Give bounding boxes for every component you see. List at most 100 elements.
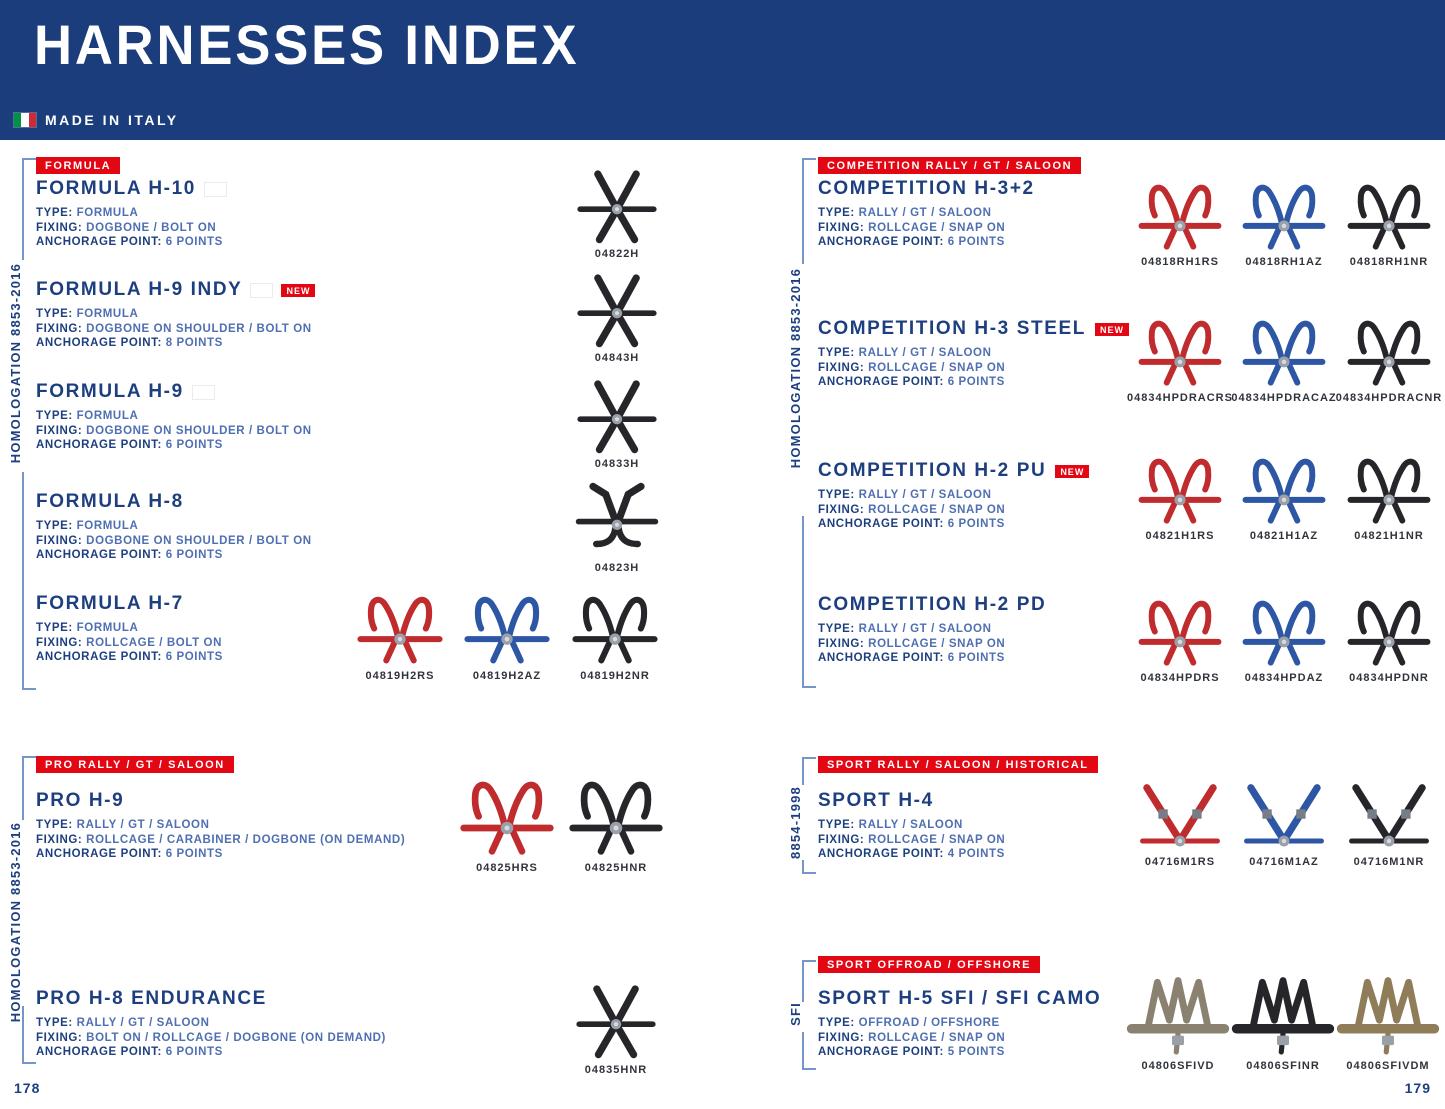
page-number-right: 179 xyxy=(1404,1080,1431,1096)
spec-type-value: FORMULA xyxy=(76,308,139,320)
harness-image xyxy=(1130,180,1230,254)
spec-anchorage-label: ANCHORAGE POINT: xyxy=(36,848,162,860)
spec-type-label: TYPE: xyxy=(818,347,855,359)
harness-image-cell: 04834HPDRS xyxy=(1120,596,1240,684)
harness-image-cell: 04821H1RS xyxy=(1120,454,1240,542)
page-title: HARNESSES INDEX xyxy=(34,13,580,76)
italy-flag-icon xyxy=(193,386,214,399)
harness-image-cell: 04823H xyxy=(562,480,672,574)
product-code: 04833H xyxy=(594,458,640,470)
product-name: PRO H-8 ENDURANCE xyxy=(36,988,267,1009)
bracket-sfi-bottom xyxy=(802,1032,816,1070)
harness-image-cell: 04716M1AZ xyxy=(1224,782,1344,868)
product-sport-h4: SPORT H-4 TYPE: RALLY / SALOON FIXING: R… xyxy=(818,790,1218,862)
spec-anchorage-value: 6 POINTS xyxy=(165,236,223,248)
spec-anchorage-label: ANCHORAGE POINT: xyxy=(36,651,162,663)
product-name: COMPETITION H-3 STEEL xyxy=(818,318,1086,339)
category-badge-sport: SPORT RALLY / SALOON / HISTORICAL xyxy=(818,756,1098,773)
spec-anchorage-value: 4 POINTS xyxy=(947,848,1005,860)
harness-image-cell: 04806SFIVD xyxy=(1118,972,1238,1072)
spec-anchorage-value: 8 POINTS xyxy=(165,337,223,349)
harness-image xyxy=(568,980,664,1062)
spec-anchorage-label: ANCHORAGE POINT: xyxy=(36,236,162,248)
spec-fixing-label: FIXING: xyxy=(818,361,865,374)
product-name: FORMULA H-10 xyxy=(36,178,196,199)
product-formula-h9-indy: FORMULA H-9 INDY NEW TYPE: FORMULA FIXIN… xyxy=(36,279,436,351)
product-code: 04834HPDNR xyxy=(1349,672,1429,684)
spec-fixing-label: FIXING: xyxy=(818,503,865,516)
spec-fixing-label: FIXING: xyxy=(818,637,865,650)
spec-anchorage-label: ANCHORAGE POINT: xyxy=(818,652,944,664)
spec-type-label: TYPE: xyxy=(818,623,855,635)
bracket-competition-bottom xyxy=(802,516,816,688)
spec-fixing-label: FIXING: xyxy=(818,1031,865,1044)
product-code: 04806SFIVD xyxy=(1141,1060,1215,1072)
italy-flag-icon xyxy=(205,183,226,196)
spec-fixing-value: ROLLCAGE / SNAP ON xyxy=(868,503,1006,516)
product-name: COMPETITION H-2 PU xyxy=(818,460,1047,481)
spec-type-label: TYPE: xyxy=(36,207,73,219)
spec-type-label: TYPE: xyxy=(36,622,73,634)
harness-image xyxy=(569,376,665,456)
harness-image xyxy=(1229,972,1337,1058)
harness-image xyxy=(569,270,665,350)
spec-fixing-value: DOGBONE ON SHOULDER / BOLT ON xyxy=(86,322,312,335)
spec-type-value: RALLY / GT / SALOON xyxy=(858,207,992,219)
spec-type-value: FORMULA xyxy=(76,520,139,532)
product-name: SPORT H-4 xyxy=(818,790,934,811)
header-banner: HARNESSES INDEX MADE IN ITALY xyxy=(0,0,1445,140)
spec-anchorage-value: 5 POINTS xyxy=(947,1046,1005,1058)
spec-type-label: TYPE: xyxy=(36,1017,73,1029)
product-code: 04821H1NR xyxy=(1354,530,1424,542)
product-name: FORMULA H-7 xyxy=(36,593,184,614)
harness-image xyxy=(1128,782,1232,854)
product-code: 04834HPDRACAZ xyxy=(1231,392,1337,404)
spec-type-value: RALLY / GT / SALOON xyxy=(76,819,210,831)
spec-anchorage-label: ANCHORAGE POINT: xyxy=(36,1046,162,1058)
spec-fixing-value: ROLLCAGE / SNAP ON xyxy=(868,361,1006,374)
product-name: COMPETITION H-2 PD xyxy=(818,594,1047,615)
harness-image-cell: 04825HRS xyxy=(452,776,562,874)
spec-fixing-label: FIXING: xyxy=(36,322,83,335)
harness-image-cell: 04835HNR xyxy=(561,980,671,1076)
spec-type-label: TYPE: xyxy=(818,207,855,219)
spec-fixing-label: FIXING: xyxy=(36,833,83,846)
product-code: 04834HPDAZ xyxy=(1244,672,1324,684)
harness-image-cell: 04819H2AZ xyxy=(452,592,562,682)
product-name: COMPETITION H-3+2 xyxy=(818,178,1035,199)
spec-fixing-label: FIXING: xyxy=(36,221,83,234)
category-badge-pro: PRO RALLY / GT / SALOON xyxy=(36,756,234,773)
product-code: 04821H1RS xyxy=(1145,530,1215,542)
harness-image-cell: 04834HPDRACAZ xyxy=(1224,316,1344,404)
spec-anchorage-value: 6 POINTS xyxy=(165,651,223,663)
product-code: 04834HPDRACNR xyxy=(1335,392,1443,404)
spec-type-label: TYPE: xyxy=(818,819,855,831)
spec-anchorage-label: ANCHORAGE POINT: xyxy=(36,337,162,349)
homologation-label-sfi: SFI xyxy=(788,1002,803,1026)
harness-image xyxy=(1124,972,1232,1058)
harness-image-cell: 04819H2RS xyxy=(345,592,455,682)
spec-anchorage-label: ANCHORAGE POINT: xyxy=(818,1046,944,1058)
spec-type-label: TYPE: xyxy=(36,819,73,831)
product-competition-h3plus2: COMPETITION H-3+2 TYPE: RALLY / GT / SAL… xyxy=(818,178,1218,250)
harness-image xyxy=(1334,972,1442,1058)
homologation-label-pro: HOMOLOGATION 8853-2016 xyxy=(8,822,23,1023)
harness-image xyxy=(1234,454,1334,528)
product-code: 04819H2RS xyxy=(365,670,435,682)
harness-image-cell: 04834HPDAZ xyxy=(1224,596,1344,684)
product-code: 04716M1RS xyxy=(1144,856,1216,868)
product-name: PRO H-9 xyxy=(36,790,125,811)
spec-fixing-value: BOLT ON / ROLLCAGE / DOGBONE (ON DEMAND) xyxy=(86,1031,386,1044)
spec-fixing-value: DOGBONE ON SHOULDER / BOLT ON xyxy=(86,424,312,437)
product-formula-h8: FORMULA H-8 TYPE: FORMULA FIXING: DOGBON… xyxy=(36,491,436,563)
harness-image xyxy=(1337,782,1441,854)
category-badge-formula: FORMULA xyxy=(36,157,121,174)
spec-fixing-value: ROLLCAGE / SNAP ON xyxy=(868,833,1006,846)
harness-image xyxy=(457,776,557,860)
product-code: 04806SFINR xyxy=(1246,1060,1320,1072)
spec-type-value: RALLY / GT / SALOON xyxy=(858,623,992,635)
harness-image xyxy=(1130,454,1230,528)
harness-image xyxy=(350,592,450,668)
harness-image xyxy=(569,166,665,246)
bracket-formula-bottom xyxy=(22,472,36,690)
